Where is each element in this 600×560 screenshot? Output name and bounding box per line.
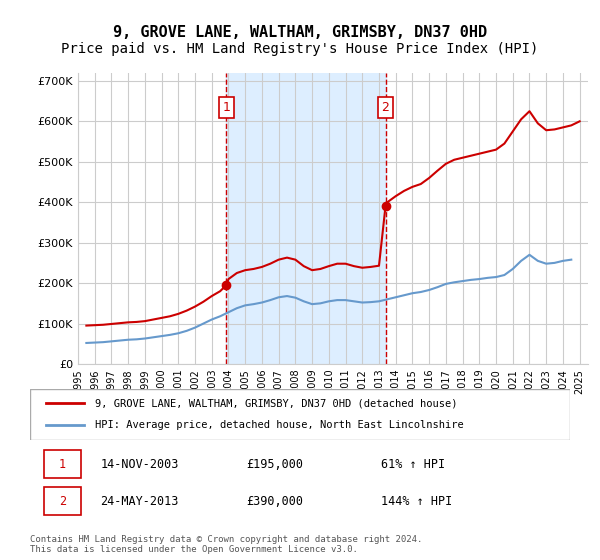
Text: 144% ↑ HPI: 144% ↑ HPI: [381, 494, 452, 508]
Text: £195,000: £195,000: [246, 458, 303, 471]
Text: 2: 2: [382, 101, 389, 114]
Text: 2: 2: [59, 494, 66, 508]
Text: 9, GROVE LANE, WALTHAM, GRIMSBY, DN37 0HD: 9, GROVE LANE, WALTHAM, GRIMSBY, DN37 0H…: [113, 25, 487, 40]
FancyBboxPatch shape: [44, 487, 82, 515]
Text: 24-MAY-2013: 24-MAY-2013: [100, 494, 179, 508]
Text: Contains HM Land Registry data © Crown copyright and database right 2024.
This d: Contains HM Land Registry data © Crown c…: [30, 535, 422, 554]
Text: 1: 1: [223, 101, 230, 114]
Bar: [226, 73, 386, 364]
Text: HPI: Average price, detached house, North East Lincolnshire: HPI: Average price, detached house, Nort…: [95, 421, 464, 431]
FancyBboxPatch shape: [30, 389, 570, 440]
FancyBboxPatch shape: [44, 450, 82, 478]
Text: Price paid vs. HM Land Registry's House Price Index (HPI): Price paid vs. HM Land Registry's House …: [61, 42, 539, 56]
Text: £390,000: £390,000: [246, 494, 303, 508]
Text: 14-NOV-2003: 14-NOV-2003: [100, 458, 179, 471]
Text: 61% ↑ HPI: 61% ↑ HPI: [381, 458, 445, 471]
Text: 1: 1: [59, 458, 66, 471]
Text: 9, GROVE LANE, WALTHAM, GRIMSBY, DN37 0HD (detached house): 9, GROVE LANE, WALTHAM, GRIMSBY, DN37 0H…: [95, 398, 457, 408]
